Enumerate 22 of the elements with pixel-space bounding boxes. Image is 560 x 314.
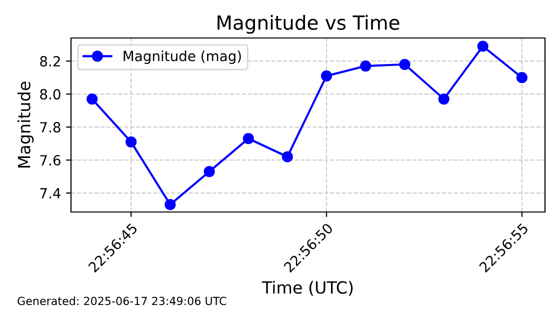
- text: Generated: 2025-06-17 23:49:06 UTC: [18, 296, 226, 306]
- y-tick-label: 7.8: [40, 122, 60, 133]
- point: [126, 136, 137, 148]
- point: [242, 133, 254, 144]
- y-tick-label: 8.0: [40, 89, 60, 100]
- chart-title: Magnitude vs Time: [218, 14, 400, 34]
- point: [204, 166, 215, 178]
- point: [320, 70, 332, 82]
- point: [399, 58, 410, 70]
- y-tick-label: 7.6: [40, 155, 60, 166]
- point: [360, 60, 372, 72]
- y-axis-title: Magnitude: [18, 82, 34, 168]
- legend-label: Magnitude (mag): [124, 50, 241, 64]
- x-axis-title: Time (UTC): [262, 280, 353, 296]
- y-tick-label: 7.4: [40, 188, 60, 198]
- point: [516, 72, 528, 84]
- y-tick-label: 8.2: [40, 56, 60, 67]
- point: [438, 93, 450, 105]
- point: [164, 199, 176, 210]
- point: [86, 93, 98, 105]
- point: [477, 40, 488, 52]
- point: [282, 151, 293, 162]
